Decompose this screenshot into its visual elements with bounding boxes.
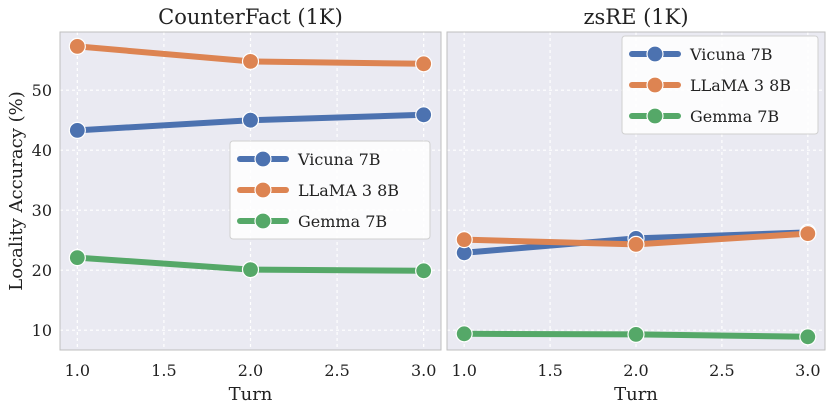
y-tick-label: 40 [32,141,52,160]
legend-swatch-marker [254,181,272,199]
panel-1: 1.0 1.5 2.0 2.5 3.0 10 20 30 40 50 CounterFact (1K… [6,5,442,405]
x-tick-label: 3.0 [795,361,820,380]
data-point [241,261,260,279]
plot-frame [59,31,442,351]
legend-label: Vicuna 7B [689,45,773,64]
data-point [627,235,645,253]
legend-swatch-marker [646,45,664,63]
legend-swatch-marker [646,107,664,125]
data-point [68,37,86,56]
y-tick-label: 50 [32,81,52,100]
legend-swatch-marker [646,76,664,94]
legend-label: Gemma 7B [298,212,387,231]
data-point [799,225,817,243]
data-point [241,52,260,71]
legend-box [621,35,819,135]
data-point [415,262,433,280]
plot-frame [446,31,826,351]
data-point [241,111,260,129]
data-point [415,55,433,73]
data-point [455,231,473,249]
x-tick-label: 3.0 [411,361,436,380]
x-axis-label: Turn [229,384,273,405]
legend-label: LLaMA 3 8B [298,181,399,200]
legend-label: LLaMA 3 8B [690,76,791,95]
x-tick-label: 2.5 [709,361,734,380]
x-tick-label: 2.5 [324,361,349,380]
legend-swatch-marker [254,212,272,230]
legend-label: Gemma 7B [690,107,779,126]
y-tick-label: 30 [32,201,52,220]
y-tick-label: 20 [32,261,52,280]
x-tick-label: 2.0 [623,361,648,380]
data-point [68,121,86,139]
x-tick-label: 1.5 [537,361,562,380]
panel-2: 1.0 1.5 2.0 2.5 3.0 zsRE (1K) Turn Vicuna 7B LLa… [446,5,826,405]
data-point [627,325,645,343]
legend-label: Vicuna 7B [297,150,381,169]
legend: Vicuna 7B LLaMA 3 8B Gemma 7B [229,140,431,240]
legend: Vicuna 7B LLaMA 3 8B Gemma 7B [621,35,819,135]
y-tick-label: 10 [32,321,52,340]
legend-box [229,140,431,240]
x-tick-label: 1.0 [451,361,476,380]
data-point [799,328,817,346]
x-tick-label: 2.0 [238,361,263,380]
x-axis-label: Turn [614,384,658,405]
chart-title: CounterFact (1K) [158,5,343,29]
x-tick-label: 1.5 [151,361,176,380]
x-tick-label: 1.0 [65,361,90,380]
data-point [455,325,473,343]
data-point [415,106,433,124]
chart-title: zsRE (1K) [583,5,688,29]
data-point [68,249,86,267]
y-axis-label: Locality Accuracy (%) [6,91,27,290]
legend-swatch-marker [254,150,272,168]
